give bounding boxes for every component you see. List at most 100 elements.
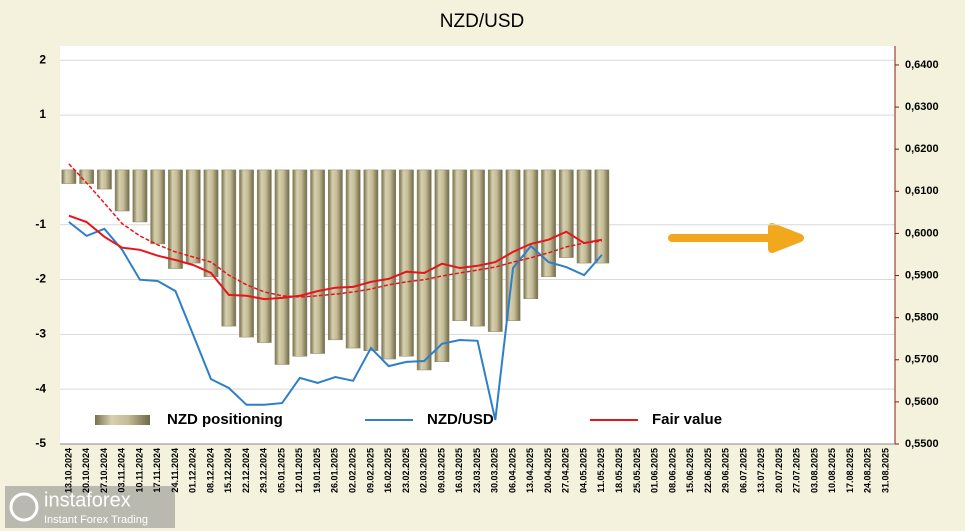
bar <box>292 169 308 357</box>
trend-line <box>68 163 602 298</box>
bar <box>185 169 201 264</box>
bar <box>576 169 592 264</box>
bar <box>132 169 148 223</box>
bar <box>97 169 112 190</box>
x-tick-label: 15.06.2025 <box>685 448 695 493</box>
chart-title: NZD/USD <box>440 11 524 32</box>
bar <box>274 169 290 365</box>
x-tick-label: 16.03.2025 <box>454 448 464 493</box>
y-tick-label: -5 <box>35 436 46 450</box>
y2-tick-label: 0,6100 <box>905 185 939 197</box>
y2-tick-label: 0,6300 <box>905 101 939 113</box>
x-tick-label: 17.08.2025 <box>845 448 855 493</box>
x-tick-label: 17.11.2024 <box>152 448 162 493</box>
x-tick-label: 19.01.2025 <box>312 448 322 493</box>
y2-tick-label: 0,5500 <box>905 438 939 450</box>
bar <box>150 169 166 245</box>
x-tick-label: 18.05.2025 <box>614 448 624 493</box>
x-tick-label: 12.01.2025 <box>294 448 304 493</box>
x-tick-label: 31.08.2025 <box>880 448 890 493</box>
x-tick-label: 06.07.2025 <box>738 448 748 493</box>
bar <box>363 169 379 352</box>
y-tick-label: 1 <box>39 107 46 121</box>
x-tick-label: 29.06.2025 <box>721 448 731 493</box>
bar <box>310 169 325 354</box>
bar <box>203 169 219 278</box>
bar <box>61 169 77 184</box>
bar <box>221 169 237 327</box>
y-tick-label: -3 <box>35 327 46 341</box>
watermark-logo <box>9 492 39 522</box>
watermark-box <box>5 486 175 528</box>
y-tick-label: -2 <box>35 272 46 286</box>
x-tick-label: 11.05.2025 <box>596 448 606 493</box>
x-tick-label: 02.02.2025 <box>348 448 358 493</box>
line <box>68 221 603 421</box>
x-tick-label: 13.07.2025 <box>756 448 766 493</box>
x-tick-label: 20.04.2025 <box>543 448 553 493</box>
bar <box>541 169 556 278</box>
y-tick-label: 2 <box>39 52 46 66</box>
x-tick-label: 23.03.2025 <box>472 448 482 493</box>
x-tick-label: 24.08.2025 <box>863 448 873 493</box>
legend-label: Fair value <box>652 411 722 428</box>
y2-tick-label: 0,6000 <box>905 227 939 239</box>
x-tick-label: 01.12.2024 <box>188 448 198 493</box>
y-tick-label: -1 <box>35 217 46 231</box>
x-tick-label: 09.02.2025 <box>365 448 375 493</box>
watermark-tagline: Instant Forex Trading <box>44 514 148 526</box>
x-tick-label: 29.12.2024 <box>259 448 269 493</box>
y2-tick-label: 0,5600 <box>905 396 939 408</box>
x-tick-label: 08.06.2025 <box>667 448 677 493</box>
x-tick-label: 08.12.2024 <box>205 448 215 493</box>
x-tick-label: 24.11.2024 <box>170 448 180 493</box>
x-tick-label: 22.06.2025 <box>703 448 713 493</box>
bar <box>328 169 343 341</box>
x-tick-label: 26.01.2025 <box>330 448 340 493</box>
legend-label: NZD positioning <box>167 411 283 428</box>
x-tick-label: 13.04.2025 <box>525 448 535 493</box>
x-tick-label: 04.05.2025 <box>578 448 588 493</box>
watermark-brand: instaforex <box>44 489 131 511</box>
bar <box>345 169 361 349</box>
x-tick-label: 20.07.2025 <box>774 448 784 493</box>
bar <box>487 169 503 332</box>
bar <box>399 169 414 357</box>
x-tick-label: 22.12.2024 <box>241 448 251 493</box>
y2-tick-label: 0,5800 <box>905 312 939 324</box>
bar <box>381 169 397 360</box>
bar <box>114 169 130 212</box>
bar <box>594 169 610 264</box>
x-tick-label: 23.02.2025 <box>401 448 411 493</box>
y2-tick-label: 0,5900 <box>905 269 939 281</box>
x-tick-label: 27.10.2024 <box>99 448 109 493</box>
arrow <box>668 223 804 253</box>
legend-swatch <box>95 415 150 425</box>
bar <box>523 169 539 299</box>
line <box>68 214 603 301</box>
y2-tick-label: 0,6200 <box>905 143 939 155</box>
x-tick-label: 03.11.2024 <box>117 448 127 493</box>
x-tick-label: 10.11.2024 <box>134 448 144 493</box>
x-tick-label: 25.05.2025 <box>632 448 642 493</box>
bar <box>256 169 272 343</box>
x-tick-label: 27.07.2025 <box>792 448 802 493</box>
x-tick-label: 09.03.2025 <box>436 448 446 493</box>
x-tick-label: 03.08.2025 <box>809 448 819 493</box>
bar <box>470 169 485 327</box>
legend-label: NZD/USD <box>427 411 494 428</box>
x-tick-label: 15.12.2024 <box>223 448 233 493</box>
bar <box>558 169 574 258</box>
x-tick-label: 02.03.2025 <box>419 448 429 493</box>
x-tick-label: 30.03.2025 <box>490 448 500 493</box>
x-tick-label: 10.08.2025 <box>827 448 837 493</box>
y2-tick-label: 0,5700 <box>905 354 939 366</box>
x-tick-label: 13.10.2024 <box>63 448 73 493</box>
bar <box>505 169 521 321</box>
y-tick-label: -4 <box>35 381 46 395</box>
x-tick-label: 01.06.2025 <box>650 448 660 493</box>
x-tick-label: 27.04.2025 <box>561 448 571 493</box>
y2-tick-label: 0,6400 <box>905 59 939 71</box>
bar <box>239 169 254 338</box>
